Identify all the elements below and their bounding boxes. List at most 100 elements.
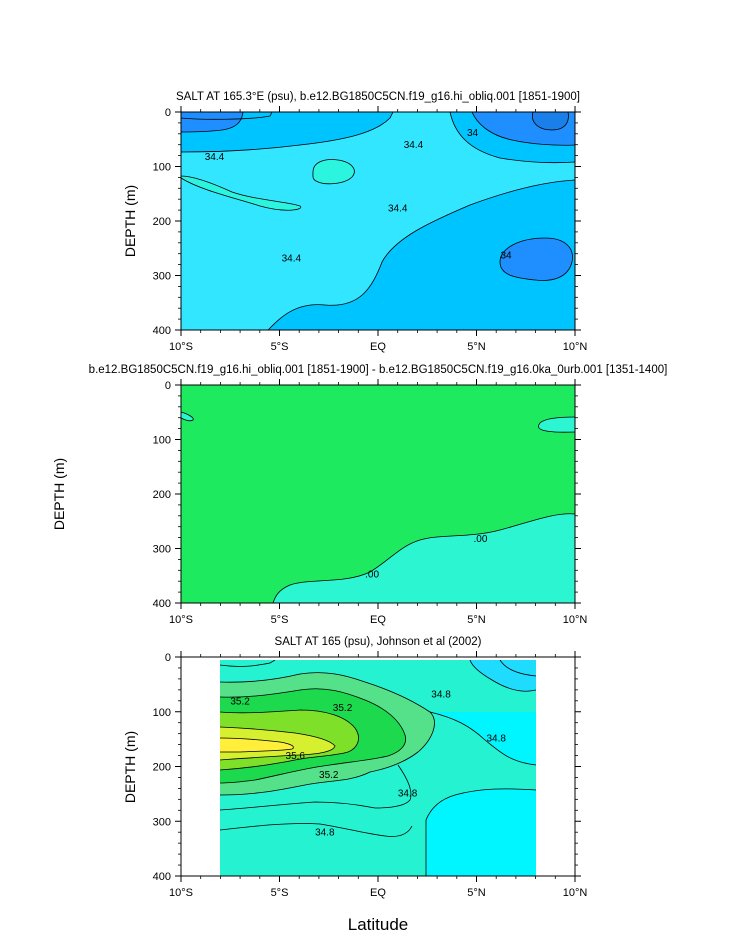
- y-tick-label: 300: [153, 271, 171, 283]
- y-tick-label: 400: [153, 325, 171, 337]
- panel-top-fill: [181, 112, 575, 330]
- contour-line: [425, 788, 536, 876]
- y-tick-label: 100: [153, 707, 171, 719]
- x-tick-label: 5°N: [467, 341, 486, 353]
- x-tick-label: 5°S: [271, 887, 289, 899]
- x-tick-label: 10°S: [169, 341, 193, 353]
- contour-line: [471, 112, 575, 146]
- contour-line: [312, 159, 355, 185]
- contour-line: [499, 660, 536, 677]
- contour-label: 35.6: [286, 751, 306, 762]
- contour-label: 34.8: [315, 828, 335, 839]
- x-tick-label: 5°S: [271, 614, 289, 626]
- contour-line: [181, 411, 194, 422]
- panel-bottom-title: SALT AT 165 (psu), Johnson et al (2002): [275, 636, 482, 648]
- y-tick-label: 100: [153, 435, 171, 447]
- contour-label: 34.4: [205, 152, 225, 163]
- contour-label: 34.4: [388, 203, 408, 214]
- fill-diff-low-south: [273, 513, 575, 603]
- x-tick-label: 10°S: [169, 614, 193, 626]
- x-tick-label: EQ: [370, 887, 386, 899]
- fill-cyan-ne: [470, 660, 536, 692]
- contour-line: [220, 688, 407, 784]
- contour-label: 34.8: [431, 690, 451, 701]
- contour-line: [267, 179, 575, 330]
- contour-line: [449, 112, 575, 164]
- panel-bottom-contour-labels: 34.8 35.2 35.2 34.8 35.6 35.2 34.8 34.8: [230, 690, 506, 839]
- panel-bottom-axes: 10°S 5°S EQ 5°N 10°N 0 100 200 300 400: [153, 651, 588, 899]
- x-tick-label: 10°S: [169, 887, 193, 899]
- contour-line: [220, 709, 359, 771]
- x-tick-label: EQ: [370, 614, 386, 626]
- fill-fresh-dark-nw: [181, 112, 243, 132]
- panel-top-contours: [181, 112, 575, 330]
- contour-label: 35.2: [230, 696, 250, 707]
- contour-line: [181, 112, 273, 120]
- panel-bottom-ylabel: DEPTH (m): [122, 731, 138, 803]
- contour-label: 34: [500, 250, 512, 261]
- contour-line: [499, 237, 573, 281]
- x-tick-label: 5°N: [467, 887, 486, 899]
- y-tick-label: 0: [165, 107, 171, 119]
- contour-label: 34.8: [398, 788, 418, 799]
- y-tick-label: 300: [153, 544, 171, 556]
- contour-label: .00: [365, 570, 379, 581]
- panel-top-title: SALT AT 165.3°E (psu), b.e12.BG1850C5CN.…: [176, 91, 580, 103]
- contour-label: 34: [467, 128, 479, 139]
- panel-bottom-contours: [220, 660, 536, 876]
- y-tick-label: 200: [153, 489, 171, 501]
- panel-top-ylabel: DEPTH (m): [122, 185, 138, 257]
- contour-line: [220, 737, 294, 753]
- fill-fresh-darker-ne: [532, 112, 569, 130]
- x-tick-label: 10°N: [563, 614, 588, 626]
- contour-line: [220, 823, 413, 837]
- contour-line: [469, 660, 536, 692]
- contour-line: [181, 175, 302, 211]
- panel-bottom: SALT AT 165 (psu), Johnson et al (2002): [122, 636, 587, 934]
- contour-label: 35.2: [333, 703, 353, 714]
- contour-line: [272, 513, 575, 603]
- panel-top-contour-labels: 34.4 34.4 34 34.4 34.4 34: [205, 128, 512, 265]
- panel-middle-ylabel: DEPTH (m): [51, 458, 67, 530]
- contour-line: [181, 112, 394, 153]
- y-tick-label: 400: [153, 598, 171, 610]
- y-tick-label: 200: [153, 216, 171, 228]
- contour-line: [220, 660, 276, 667]
- panel-middle-title: b.e12.BG1850C5CN.f19_g16.hi_obliq.001 [1…: [89, 364, 668, 376]
- contour-label: 34.4: [282, 254, 302, 265]
- contour-line: [220, 672, 435, 796]
- x-tick-label: 5°S: [271, 341, 289, 353]
- y-tick-label: 300: [153, 816, 171, 828]
- contour-label: 35.2: [319, 770, 339, 781]
- contour-label: .00: [473, 534, 487, 545]
- fill-cyan-east: [426, 712, 536, 876]
- contour-label: 34.8: [486, 734, 506, 745]
- panel-middle-contour-labels: .00 .00: [365, 534, 488, 581]
- fill-fresh-light: [181, 112, 575, 330]
- y-tick-label: 0: [165, 652, 171, 664]
- fill-diff-low-nw: [181, 412, 194, 421]
- x-tick-label: 10°N: [563, 887, 588, 899]
- panel-middle: b.e12.BG1850C5CN.f19_g16.hi_obliq.001 [1…: [51, 364, 667, 626]
- x-tick-label: EQ: [370, 341, 386, 353]
- x-tick-label: 5°N: [467, 614, 486, 626]
- fill-fresh-dark-se: [500, 238, 573, 281]
- y-tick-label: 200: [153, 762, 171, 774]
- y-tick-label: 100: [153, 162, 171, 174]
- fill-aqua-blob1: [181, 176, 301, 211]
- x-axis-label: Latitude: [348, 915, 409, 934]
- panel-bottom-fill: [220, 660, 536, 876]
- contour-line: [220, 726, 336, 761]
- panel-middle-axes: 10°S 5°S EQ 5°N 10°N 0 100 200 300 400: [153, 379, 588, 626]
- y-tick-label: 0: [165, 380, 171, 392]
- panel-top: SALT AT 165.3°E (psu), b.e12.BG1850C5CN.…: [122, 91, 587, 353]
- fill-aqua-blob2: [312, 159, 355, 184]
- panel-middle-contours: [181, 411, 575, 603]
- contour-line: [538, 416, 575, 433]
- contour-line: [429, 711, 536, 766]
- contour-line: [220, 764, 412, 811]
- contour-line: [531, 112, 569, 131]
- contour-label: 34.4: [404, 140, 424, 151]
- panel-top-axes: 10°S 5°S EQ 5°N 10°N 0 100 200 300 400: [153, 106, 587, 353]
